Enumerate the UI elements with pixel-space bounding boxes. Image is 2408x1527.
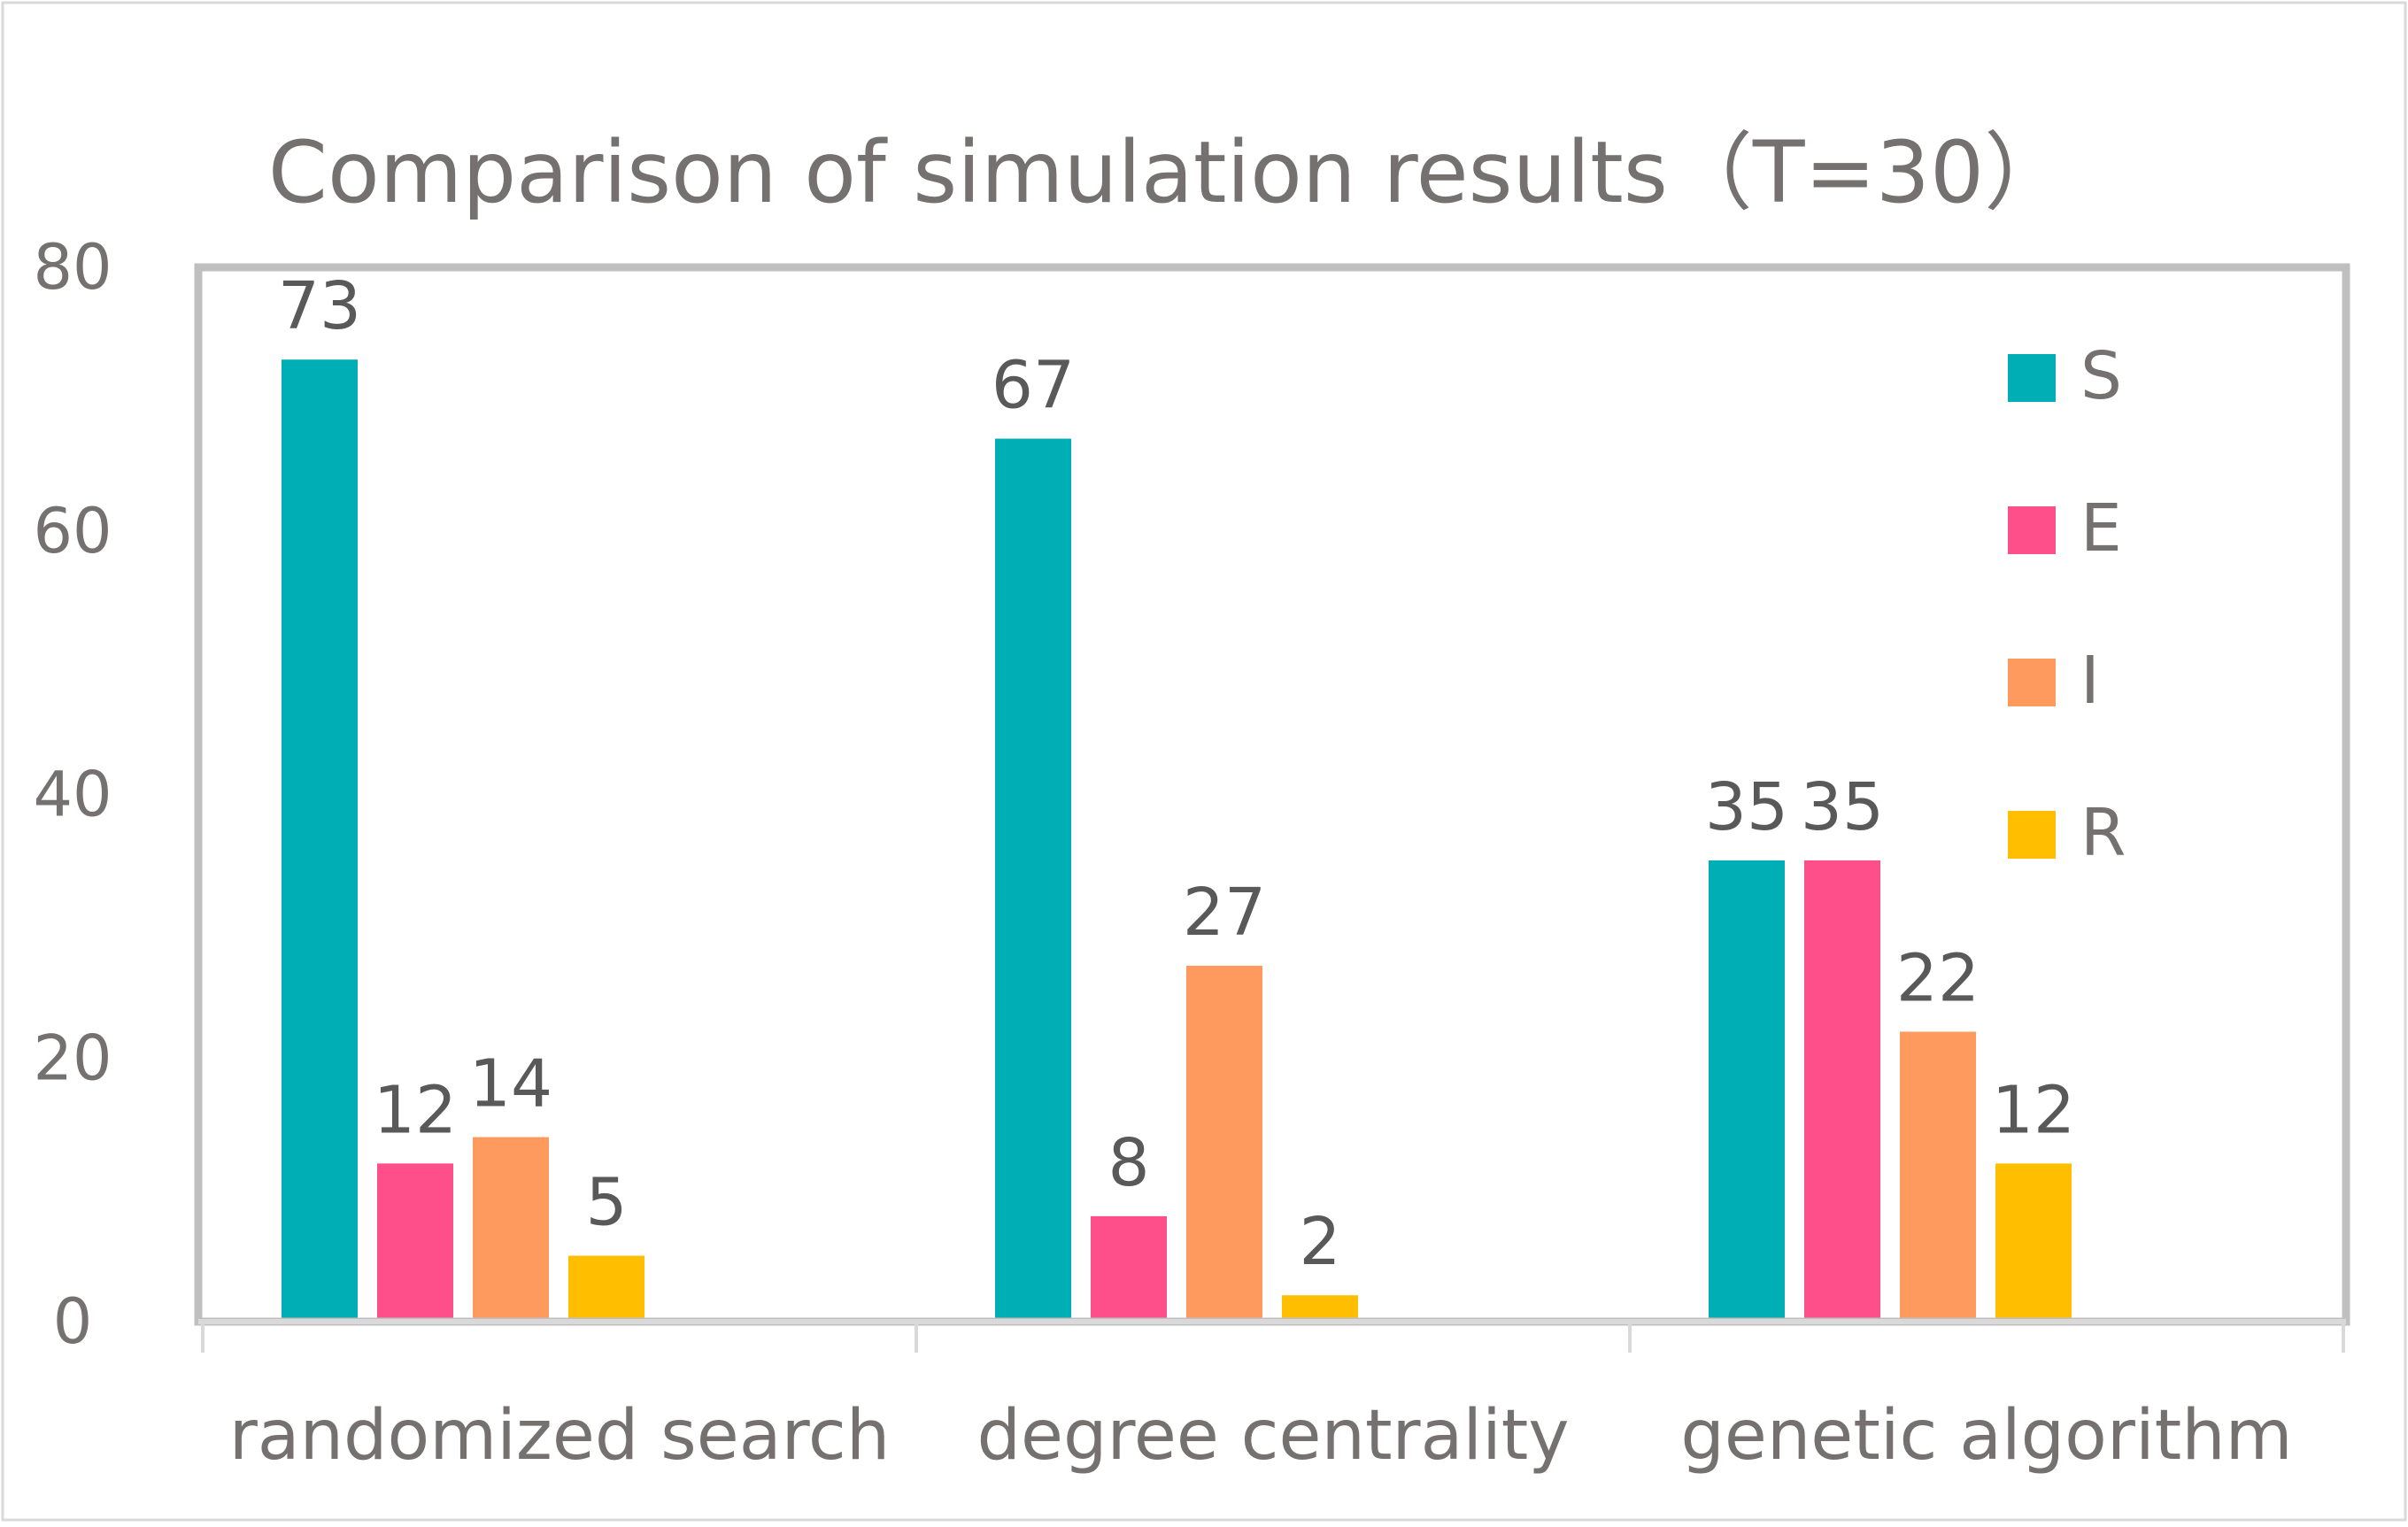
data-label-S-1: 67 — [992, 348, 1075, 424]
bar-R-1 — [1282, 1295, 1358, 1322]
y-tick-label: 0 — [53, 1285, 93, 1358]
data-label-E-2: 35 — [1801, 769, 1884, 845]
bar-R-2 — [1995, 1163, 2072, 1322]
legend-swatch-R — [2008, 811, 2056, 859]
bar-E-2 — [1804, 860, 1880, 1322]
legend-swatch-I — [2008, 659, 2056, 706]
bar-S-0 — [282, 359, 358, 1322]
y-tick-label: 20 — [33, 1022, 112, 1094]
y-tick-label: 40 — [33, 759, 112, 831]
data-label-R-2: 12 — [1992, 1072, 2075, 1148]
bar-E-0 — [377, 1163, 453, 1322]
bars — [282, 359, 2072, 1323]
y-axis: 0 20 40 60 80 — [33, 231, 112, 1358]
bar-I-2 — [1900, 1031, 1976, 1322]
y-tick-label: 60 — [33, 495, 112, 567]
legend-label-E: E — [2080, 490, 2122, 567]
bar-S-1 — [995, 438, 1071, 1323]
data-label-E-1: 8 — [1108, 1125, 1149, 1201]
legend-label-I: I — [2080, 643, 2100, 719]
bar-I-1 — [1186, 966, 1262, 1322]
bar-E-1 — [1091, 1215, 1167, 1322]
legend-label-R: R — [2080, 795, 2126, 871]
data-label-I-1: 27 — [1183, 875, 1266, 951]
legend-swatch-E — [2008, 506, 2056, 554]
bar-R-0 — [568, 1255, 644, 1322]
data-label-I-2: 22 — [1896, 940, 1980, 1016]
y-tick-label: 80 — [33, 231, 112, 304]
x-axis: randomized search degree centrality geneti… — [198, 1319, 2346, 1476]
data-labels: 73 67 35 12 8 35 14 27 22 5 2 12 — [278, 268, 2075, 1280]
legend-label-S: S — [2080, 338, 2122, 414]
legend-swatch-S — [2008, 354, 2056, 402]
data-label-R-0: 5 — [585, 1165, 627, 1241]
data-label-S-2: 35 — [1705, 769, 1788, 845]
x-category-label: genetic algorithm — [1680, 1396, 2292, 1476]
data-label-E-0: 12 — [374, 1072, 457, 1148]
chart-title: Comparison of simulation results（T=30） — [268, 123, 2069, 222]
bar-I-0 — [473, 1137, 549, 1322]
x-category-label: randomized search — [229, 1396, 891, 1476]
data-label-S-0: 73 — [278, 268, 361, 344]
data-label-I-0: 14 — [469, 1046, 552, 1122]
data-label-R-1: 2 — [1299, 1204, 1340, 1280]
bar-S-2 — [1709, 860, 1785, 1322]
x-category-label: degree centrality — [977, 1396, 1570, 1476]
